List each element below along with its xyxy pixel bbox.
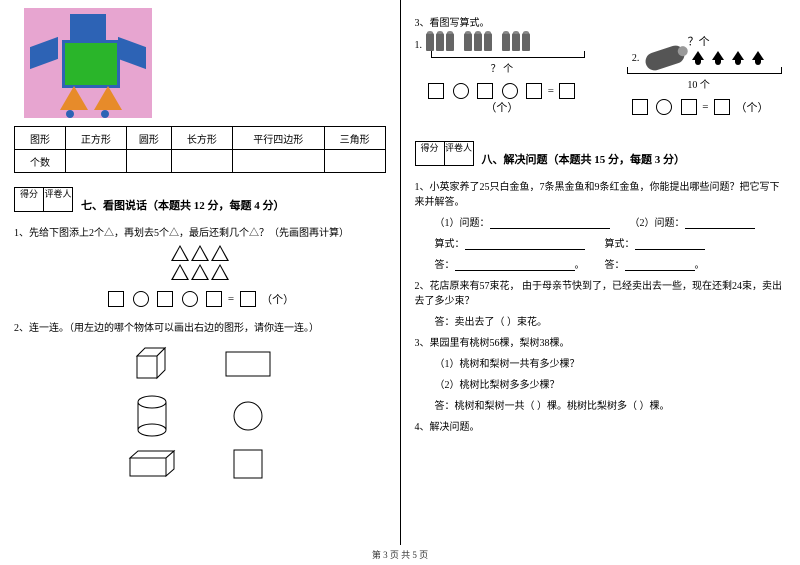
section7-title: 七、看图说话（本题共 12 分，每题 4 分） bbox=[81, 194, 285, 218]
sub1-label: 1. bbox=[415, 40, 423, 51]
robot-figure bbox=[24, 8, 152, 118]
blank-box[interactable] bbox=[714, 99, 730, 115]
cell-shape-label: 图形 bbox=[15, 127, 66, 150]
p1-calc2: 算式： bbox=[605, 235, 705, 250]
p1-q1: （1）问题： bbox=[435, 214, 610, 229]
blank-box[interactable] bbox=[108, 291, 124, 307]
q2-text: 2、连一连。（用左边的哪个物体可以画出右边的图形，请你连一连。） bbox=[14, 319, 386, 334]
cylinder-icon bbox=[122, 394, 182, 438]
match-row-2 bbox=[14, 394, 386, 438]
blank-box[interactable] bbox=[681, 99, 697, 115]
blank-box[interactable] bbox=[559, 83, 575, 99]
table-row: 图形 正方形 圆形 长方形 平行四边形 三角形 bbox=[15, 127, 386, 150]
cell-count-label: 个数 bbox=[15, 150, 66, 173]
q1-text: 1、先给下图添上2个△，再划去5个△，最后还剩几个△？（先画图再计算） bbox=[14, 224, 386, 239]
score-box: 得分 评卷人 bbox=[14, 187, 73, 212]
blank-box[interactable] bbox=[240, 291, 256, 307]
q3-label: 3、看图写算式。 bbox=[415, 14, 787, 29]
col-rect: 长方形 bbox=[171, 127, 232, 150]
cuboid-icon bbox=[122, 448, 182, 480]
right-column: 3、看图写算式。 1. ？ 个 bbox=[401, 0, 800, 545]
op-circle[interactable] bbox=[182, 291, 198, 307]
unit-label: （个） bbox=[485, 102, 518, 114]
op-circle[interactable] bbox=[453, 83, 469, 99]
blank-box[interactable] bbox=[477, 83, 493, 99]
table-row: 个数 bbox=[15, 150, 386, 173]
match-row-1 bbox=[14, 344, 386, 384]
unit-label: （个） bbox=[261, 294, 294, 306]
q3-figures: 1. ？ 个 = （个） bbox=[415, 33, 787, 127]
p2-text: 2、花店原来有57束花， 由于母亲节快到了，已经卖出去一些，现在还剩24束，卖出… bbox=[415, 277, 787, 307]
triangle-figure bbox=[14, 245, 386, 283]
rectangle-icon bbox=[218, 350, 278, 378]
match-row-3 bbox=[14, 448, 386, 480]
p2-answer: 答：卖出去了（ ）束花。 bbox=[435, 313, 787, 328]
p1-ans1: 答：。 bbox=[435, 256, 585, 271]
op-circle[interactable] bbox=[133, 291, 149, 307]
p1-q2: （2）问题： bbox=[630, 214, 755, 229]
col-circle: 圆形 bbox=[126, 127, 171, 150]
p1-calc1: 算式： bbox=[435, 235, 585, 250]
square-icon bbox=[218, 448, 278, 480]
q1-equation: = （个） bbox=[14, 291, 386, 307]
ten-label: 10 个 bbox=[611, 76, 786, 91]
p1-text: 1、小英家养了25只白金鱼，7条黑金鱼和9条红金鱼，你能提出哪些问题？把它写下来… bbox=[415, 178, 787, 208]
p1-ans2: 答：。 bbox=[605, 256, 705, 271]
score-row: 得分 评卷人 七、看图说话（本题共 12 分，每题 4 分） bbox=[14, 173, 386, 218]
p4-text: 4、解决问题。 bbox=[415, 418, 787, 433]
grader-cell: 评卷人 bbox=[444, 141, 474, 166]
score-cell: 得分 bbox=[415, 141, 444, 166]
score-box: 得分 评卷人 bbox=[415, 141, 474, 166]
page: 图形 正方形 圆形 长方形 平行四边形 三角形 个数 得分 评卷人 七、看图说 bbox=[0, 0, 800, 545]
blank-box[interactable] bbox=[157, 291, 173, 307]
page-footer: 第 3 页 共 5 页 bbox=[0, 548, 800, 561]
circle-icon bbox=[218, 399, 278, 433]
grader-cell: 评卷人 bbox=[43, 187, 73, 212]
shape-count-table: 图形 正方形 圆形 长方形 平行四边形 三角形 个数 bbox=[14, 126, 386, 173]
col-triangle: 三角形 bbox=[324, 127, 385, 150]
unknown-top: ？个 bbox=[611, 33, 786, 49]
blank-box[interactable] bbox=[206, 291, 222, 307]
q3-sub2: ？个 2. 10 个 = （个） bbox=[611, 33, 786, 127]
p3-sub2: （2）桃树比梨树多多少棵？ bbox=[435, 376, 787, 391]
score-row: 得分 评卷人 八、解决问题（本题共 15 分，每题 3 分） bbox=[415, 127, 787, 172]
left-column: 图形 正方形 圆形 长方形 平行四边形 三角形 个数 得分 评卷人 七、看图说 bbox=[0, 0, 400, 545]
op-circle[interactable] bbox=[502, 83, 518, 99]
q3-sub1: 1. ？ 个 = （个） bbox=[415, 33, 590, 127]
col-square: 正方形 bbox=[66, 127, 127, 150]
col-parallelogram: 平行四边形 bbox=[232, 127, 324, 150]
blank-box[interactable] bbox=[632, 99, 648, 115]
op-circle[interactable] bbox=[656, 99, 672, 115]
cube-icon bbox=[122, 344, 182, 384]
p3-sub1: （1）桃树和梨树一共有多少棵？ bbox=[435, 355, 787, 370]
score-cell: 得分 bbox=[14, 187, 43, 212]
p3-text: 3、果园里有桃树56棵，梨树38棵。 bbox=[415, 334, 787, 349]
section8-title: 八、解决问题（本题共 15 分，每题 3 分） bbox=[482, 148, 686, 172]
unit-label: （个） bbox=[735, 102, 768, 114]
blank-box[interactable] bbox=[428, 83, 444, 99]
unknown-count: ？ 个 bbox=[415, 60, 590, 75]
p3-answer: 答：桃树和梨树一共（ ）棵。桃树比梨树多（ ）棵。 bbox=[435, 397, 787, 412]
sub2-label: 2. bbox=[632, 53, 640, 64]
blank-box[interactable] bbox=[526, 83, 542, 99]
